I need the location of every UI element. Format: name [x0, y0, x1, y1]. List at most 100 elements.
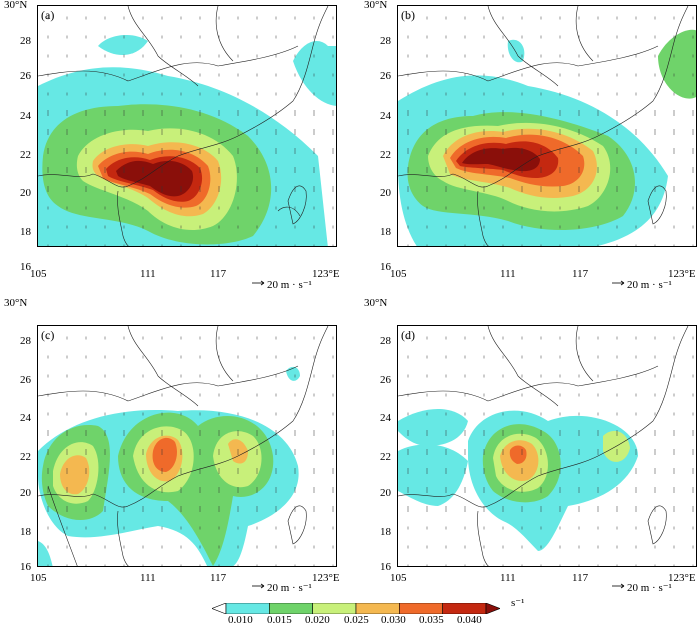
vector-ref-d: 20 m · s⁻¹: [612, 581, 672, 594]
contour-field-d: [398, 326, 694, 566]
xtick-a-123: 123°E: [312, 268, 340, 280]
shading-d: [398, 408, 638, 551]
contour-field-a: [38, 6, 336, 246]
vector-ref-label-d: 20 m · s⁻¹: [627, 582, 672, 594]
colorbar-swatch: [211, 602, 227, 615]
ytick-c-22: 22: [20, 451, 31, 463]
ytick-a-20: 20: [20, 187, 31, 199]
colorbar-swatch: [312, 602, 357, 615]
colorbar-label: 0.015: [267, 614, 292, 626]
xtick-b-105: 105: [390, 268, 407, 280]
ytick-c-20: 20: [20, 487, 31, 499]
map-panel-c: (c): [37, 325, 337, 567]
xtick-c-105: 105: [30, 572, 47, 584]
xtick-d-123: 123°E: [668, 572, 696, 584]
ytick-a-18: 18: [20, 226, 31, 238]
wind-vectors: [47, 336, 334, 566]
shading-b: [398, 29, 696, 246]
vector-ref-label-b: 20 m · s⁻¹: [627, 279, 672, 291]
xtick-c-111: 111: [140, 572, 156, 584]
ytick-d-26: 26: [380, 374, 391, 386]
contour-field-b: [398, 6, 696, 246]
vector-ref-c: 20 m · s⁻¹: [252, 581, 312, 594]
xtick-b-123: 123°E: [668, 268, 696, 280]
ytick-c-16: 16: [20, 561, 31, 573]
coastlines-b: [398, 6, 689, 246]
colorbar-label: 0.020: [305, 614, 330, 626]
vector-ref-b: 20 m · s⁻¹: [612, 278, 672, 291]
ytick-d-16: 16: [380, 561, 391, 573]
ytick-d-24: 24: [380, 412, 391, 424]
xtick-a-117: 117: [210, 268, 227, 280]
ytick-a-26: 26: [20, 70, 31, 82]
ytick-a-22: 22: [20, 149, 31, 161]
ytick-d-18: 18: [380, 526, 391, 538]
ytick-a-24: 24: [20, 110, 31, 122]
panel-label-c: (c): [41, 328, 55, 342]
ytick-b-26: 26: [380, 70, 391, 82]
wind-vectors: [407, 336, 694, 566]
colorbar-swatch: [485, 602, 501, 615]
ytick-b-28: 28: [380, 35, 391, 47]
colorbar-label: 0.035: [419, 614, 444, 626]
arrow-icon: [612, 581, 626, 589]
colorbar: [211, 601, 501, 615]
ytick-c-18: 18: [20, 526, 31, 538]
colorbar-swatch: [355, 602, 400, 615]
arrow-icon: [612, 278, 626, 286]
xtick-a-111: 111: [140, 268, 156, 280]
colorbar-swatch: [225, 602, 270, 615]
coastlines-a: [38, 6, 329, 246]
xtick-b-117: 117: [572, 268, 589, 280]
ytick-b-22: 22: [380, 149, 391, 161]
lat-top-d: 30°N: [364, 297, 388, 309]
xtick-c-123: 123°E: [312, 572, 340, 584]
coastlines-d: [398, 326, 689, 566]
vector-ref-label-a: 20 m · s⁻¹: [267, 279, 312, 291]
ytick-c-24: 24: [20, 412, 31, 424]
ytick-b-24: 24: [380, 110, 391, 122]
colorbar-swatch: [399, 602, 443, 615]
ytick-d-22: 22: [380, 451, 391, 463]
lat-top-a: 30°N: [4, 0, 28, 11]
shading-a: [38, 34, 336, 246]
ytick-a-28: 28: [20, 35, 31, 47]
xtick-a-105: 105: [30, 268, 47, 280]
xtick-d-117: 117: [572, 572, 589, 584]
panel-label-d: (d): [401, 328, 415, 342]
ytick-c-28: 28: [20, 335, 31, 347]
xtick-c-117: 117: [210, 572, 227, 584]
colorbar-label: 0.010: [228, 614, 253, 626]
ytick-c-26: 26: [20, 374, 31, 386]
lat-top-c: 30°N: [4, 297, 28, 309]
panel-label-b: (b): [401, 8, 415, 22]
ytick-b-20: 20: [380, 187, 391, 199]
colorbar-swatches: [211, 602, 501, 615]
vector-ref-a: 20 m · s⁻¹: [252, 278, 312, 291]
ytick-b-18: 18: [380, 226, 391, 238]
colorbar-swatch: [442, 602, 487, 615]
xtick-d-111: 111: [500, 572, 516, 584]
colorbar-label: 0.040: [457, 614, 482, 626]
coastlines-c: [38, 326, 329, 566]
panel-label-a: (a): [41, 8, 55, 22]
map-panel-b: (b): [397, 5, 697, 247]
contour-field-c: [38, 326, 334, 566]
map-panel-a: (a): [37, 5, 337, 247]
arrow-icon: [252, 278, 266, 286]
wind-vectors: [407, 16, 694, 246]
colorbar-swatch: [269, 602, 313, 615]
ytick-a-16: 16: [20, 261, 31, 273]
shading-c: [38, 366, 300, 566]
lat-top-b: 30°N: [364, 0, 388, 11]
ytick-d-20: 20: [380, 487, 391, 499]
ytick-d-28: 28: [380, 335, 391, 347]
colorbar-label: 0.025: [344, 614, 369, 626]
vector-ref-label-c: 20 m · s⁻¹: [267, 582, 312, 594]
colorbar-unit: s⁻¹: [511, 597, 525, 609]
xtick-d-105: 105: [390, 572, 407, 584]
colorbar-label: 0.030: [381, 614, 406, 626]
map-panel-d: (d): [397, 325, 697, 567]
wind-vectors: [47, 16, 334, 246]
xtick-b-111: 111: [500, 268, 516, 280]
